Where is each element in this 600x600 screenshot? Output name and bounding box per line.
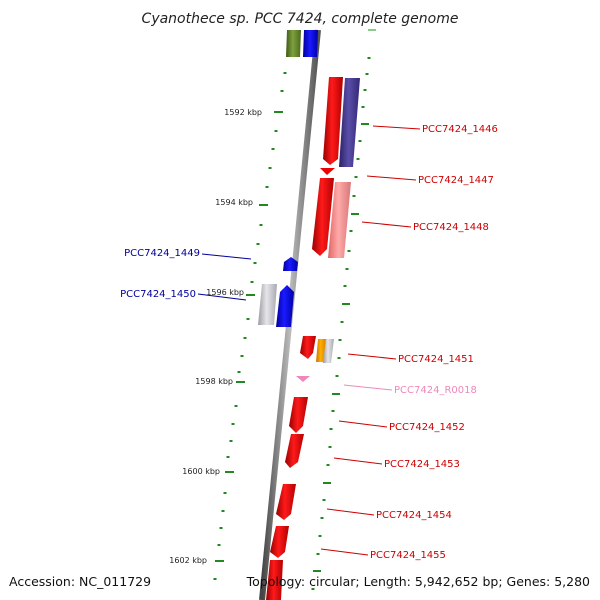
gene-labels: PCC7424_1446 PCC7424_1447 PCC7424_1448 P… [120, 124, 498, 561]
kbp-labels: 1592 kbp 1594 kbp 1596 kbp 1598 kbp 1600… [169, 108, 262, 565]
kbp-label: 1596 kbp [206, 288, 244, 297]
gene-feature-orange [316, 339, 326, 362]
gene-feature-1446 [323, 77, 343, 165]
gene-feature-1448 [312, 178, 334, 256]
gene-label-PCC7424_1449[interactable]: PCC7424_1449 [124, 248, 200, 259]
gene-feature-bottom [266, 560, 283, 600]
gene-label-PCC7424_1452[interactable]: PCC7424_1452 [389, 422, 465, 433]
gene-label-PCC7424_1448[interactable]: PCC7424_1448 [413, 222, 489, 233]
gene-label-PCC7424_1446[interactable]: PCC7424_1446 [422, 124, 498, 135]
gene-feature-1449 [283, 257, 298, 271]
gene-label-PCC7424_1454[interactable]: PCC7424_1454 [376, 510, 452, 521]
gene-label-PCC7424_1453[interactable]: PCC7424_1453 [384, 459, 460, 470]
gene-feature-1455 [270, 526, 289, 558]
gene-feature-1450 [276, 285, 294, 327]
gene-feature-1453 [285, 434, 304, 468]
gene-feature-1452 [289, 397, 308, 433]
gene-label-PCC7424_1455[interactable]: PCC7424_1455 [370, 550, 446, 561]
gene-feature-navy [339, 78, 360, 167]
map-title: Cyanothece sp. PCC 7424, complete genome [142, 11, 459, 27]
label-leaders [197, 125, 421, 556]
kbp-label: 1598 kbp [195, 377, 233, 386]
gene-feature-olive [286, 30, 301, 57]
gene-label-PCC7424_1447[interactable]: PCC7424_1447 [418, 175, 494, 186]
reverse-strand-genes [266, 77, 360, 600]
topology-text: Topology: circular; Length: 5,942,652 bp… [246, 574, 590, 589]
kbp-label: 1600 kbp [182, 467, 220, 476]
kbp-label: 1594 kbp [215, 198, 253, 207]
kbp-label: 1592 kbp [224, 108, 262, 117]
gene-feature-blue-top [303, 30, 318, 57]
forward-strand-genes [258, 30, 318, 327]
gene-feature-1454 [276, 484, 296, 520]
gene-label-PCC7424_1451[interactable]: PCC7424_1451 [398, 354, 474, 365]
kbp-label: 1602 kbp [169, 556, 207, 565]
gene-label-PCC7424_R0018[interactable]: PCC7424_R0018 [394, 385, 477, 396]
gene-feature-grey [258, 284, 277, 325]
gene-label-PCC7424_1450[interactable]: PCC7424_1450 [120, 289, 196, 300]
gene-feature-1447 [320, 168, 335, 175]
gene-feature-R0018 [296, 376, 310, 382]
tick-marks [213, 29, 376, 590]
gene-feature-1451 [300, 336, 316, 359]
gene-feature-pink [328, 182, 351, 258]
gene-feature-grey-small [323, 339, 334, 363]
accession-text: Accession: NC_011729 [9, 574, 151, 589]
